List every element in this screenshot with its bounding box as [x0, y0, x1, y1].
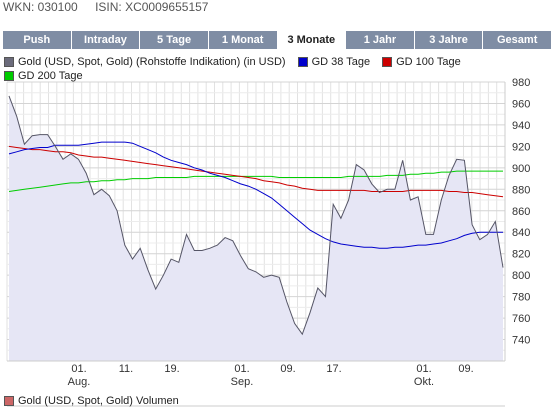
x-tick-month-label: Okt. — [414, 376, 434, 388]
y-tick-label: 860 — [512, 206, 530, 218]
series-line-2 — [8, 145, 504, 198]
series-line-1 — [8, 141, 503, 249]
series-line-0 — [8, 95, 504, 336]
x-tick-month-label: Aug. — [68, 376, 91, 388]
chart-legend: Gold (USD, Spot, Gold) (Rohstoffe Indika… — [4, 55, 473, 83]
x-tick-month-label: Sep. — [231, 376, 254, 388]
tab-5-tage[interactable]: 5 Tage — [140, 31, 208, 49]
x-tick-label: 11. — [119, 363, 133, 375]
legend-label: GD 38 Tage — [311, 56, 371, 68]
tab-gesamt[interactable]: Gesamt — [483, 31, 551, 49]
volume-legend-label: Gold (USD, Spot, Gold) Volumen — [18, 395, 179, 407]
volume-legend: Gold (USD, Spot, Gold) Volumen — [4, 395, 179, 407]
y-tick-label: 760 — [512, 313, 530, 325]
tab-3-jahre[interactable]: 3 Jahre — [414, 31, 483, 49]
x-tick-label: 01. — [71, 363, 86, 375]
legend-item-gd200: GD 200 Tage — [4, 70, 83, 82]
legend-item-gd38: GD 38 Tage — [297, 56, 371, 68]
y-tick-label: 980 — [512, 77, 530, 89]
y-tick-label: 880 — [512, 184, 530, 196]
y-tick-label: 920 — [512, 141, 530, 153]
tab-3-monate[interactable]: 3 Monate — [277, 31, 346, 49]
y-tick-label: 840 — [512, 227, 530, 239]
legend-label: Gold (USD, Spot, Gold) (Rohstoffe Indika… — [18, 56, 286, 68]
x-tick-label: 17. — [326, 363, 341, 375]
tab-intraday[interactable]: Intraday — [71, 31, 140, 49]
y-tick-label: 800 — [512, 270, 530, 282]
wkn-label: WKN: 030100 — [3, 0, 78, 14]
tab-1-jahr[interactable]: 1 Jahr — [346, 31, 414, 49]
tab-1-monat[interactable]: 1 Monat — [208, 31, 277, 49]
series-line-3 — [8, 170, 503, 192]
x-tick-label: 01. — [416, 363, 431, 375]
x-tick-label: 19. — [164, 363, 179, 375]
isin-label: ISIN: XC0009655157 — [95, 0, 209, 14]
legend-item-gold-price: Gold (USD, Spot, Gold) (Rohstoffe Indika… — [4, 56, 286, 68]
y-tick-label: 940 — [512, 120, 530, 132]
tab-push[interactable]: Push — [3, 31, 71, 49]
y-tick-label: 960 — [512, 98, 530, 110]
security-identifiers: WKN: 030100 ISIN: XC0009655157 — [3, 0, 222, 14]
y-tick-label: 900 — [512, 163, 530, 175]
x-tick-label: 01. — [234, 363, 249, 375]
y-tick-label: 780 — [512, 292, 530, 304]
y-tick-label: 820 — [512, 249, 530, 261]
legend-label: GD 100 Tage — [396, 56, 461, 68]
volume-legend-swatch — [4, 396, 14, 406]
legend-swatch — [297, 57, 308, 67]
legend-swatch — [4, 71, 14, 81]
price-area-fill — [9, 95, 503, 362]
time-range-tabs: Push Intraday 5 Tage 1 Monat 3 Monate 1 Jahr 3… — [3, 31, 551, 49]
x-tick-label: 09. — [458, 363, 473, 375]
y-tick-label: 740 — [512, 335, 530, 347]
legend-item-gd100: GD 100 Tage — [382, 56, 461, 68]
legend-label: GD 200 Tage — [18, 70, 83, 82]
legend-swatch — [382, 57, 393, 67]
legend-swatch — [4, 57, 14, 67]
x-tick-label: 09. — [280, 363, 295, 375]
